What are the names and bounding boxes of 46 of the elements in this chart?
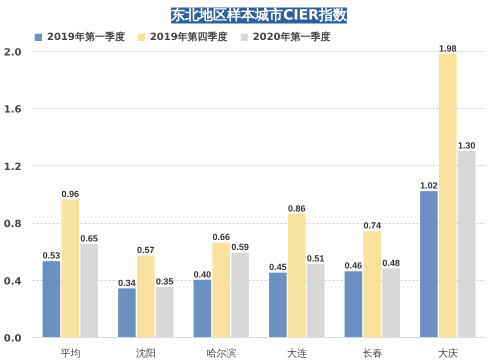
data-label: 1.98 xyxy=(438,43,457,54)
bar xyxy=(136,255,155,338)
y-tick-label: 0.0 xyxy=(4,334,22,344)
data-label: 0.57 xyxy=(136,244,155,255)
data-label: 0.86 xyxy=(288,203,306,214)
y-tick-label: 0.8 xyxy=(4,219,22,230)
y-tick-label: 1.6 xyxy=(4,104,22,116)
data-label: 0.65 xyxy=(80,234,98,244)
bar xyxy=(420,191,438,338)
bar xyxy=(344,271,362,338)
data-label: 0.34 xyxy=(118,278,136,288)
x-tick-label: 沈阳 xyxy=(136,348,156,360)
bar xyxy=(42,261,60,338)
bar xyxy=(438,54,457,338)
data-label: 0.40 xyxy=(194,269,212,280)
data-label: 0.96 xyxy=(61,189,80,200)
legend-label: 2019年第四季度 xyxy=(150,30,228,44)
y-tick-label: 1.2 xyxy=(4,162,22,173)
bar xyxy=(61,200,80,338)
legend-label: 2020年第一季度 xyxy=(252,30,331,44)
chart-title: 东北地区样本城市CIER指数 xyxy=(170,6,348,24)
data-label: 0.59 xyxy=(231,242,249,252)
data-label: 0.48 xyxy=(382,258,400,268)
legend-label: 2019年第一季度 xyxy=(47,30,125,44)
bar xyxy=(288,214,306,338)
y-tick-label: 2.0 xyxy=(4,47,22,58)
data-label: 0.35 xyxy=(156,276,174,286)
x-tick-label: 大连 xyxy=(286,348,307,360)
data-label: 0.51 xyxy=(306,254,324,264)
data-label: 1.02 xyxy=(420,180,438,191)
x-tick-label: 大庆 xyxy=(438,348,458,360)
data-label: 0.66 xyxy=(212,232,230,242)
data-label: 0.45 xyxy=(269,262,287,272)
x-tick-label: 平均 xyxy=(60,348,80,360)
data-label: 0.74 xyxy=(363,220,382,231)
x-tick-label: 哈尔滨 xyxy=(206,348,236,360)
bar xyxy=(118,288,136,338)
bar xyxy=(363,231,382,338)
bar xyxy=(269,272,287,338)
data-label: 1.30 xyxy=(458,140,476,151)
x-tick-label: 长春 xyxy=(362,348,382,360)
data-label: 0.53 xyxy=(42,250,60,261)
bar xyxy=(194,280,212,338)
y-tick-label: 0.4 xyxy=(4,276,22,288)
bar xyxy=(212,242,230,338)
data-label: 0.46 xyxy=(344,260,362,271)
